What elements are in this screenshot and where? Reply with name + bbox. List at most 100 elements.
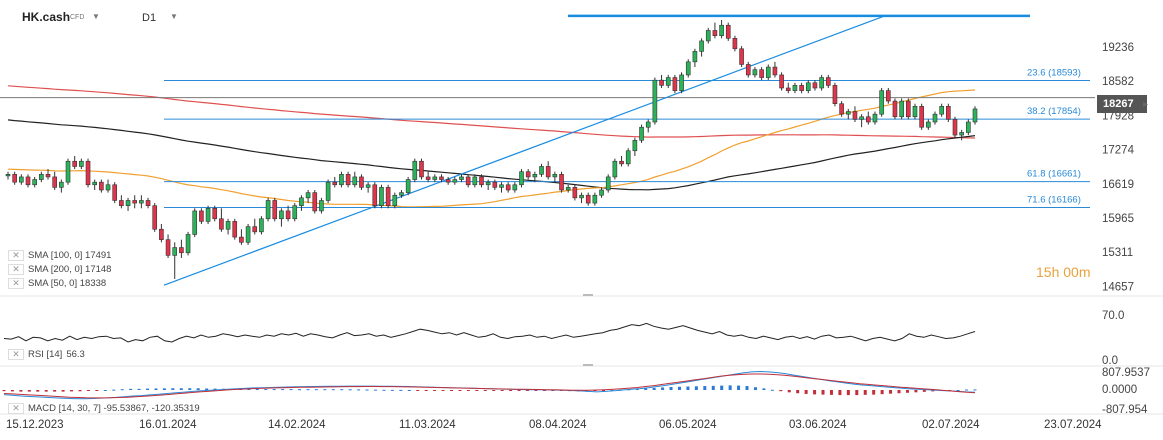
- candle-body: [345, 174, 351, 186]
- sma-100-legend[interactable]: ✕ SMA [100, 0] 17491: [8, 250, 111, 261]
- macd-histogram-bar: [863, 390, 867, 395]
- symbol-dropdown-caret-down-icon[interactable]: ▼: [92, 12, 100, 21]
- x-tick-label: 14.02.2024: [268, 419, 326, 431]
- x-tick-label: 03.06.2024: [789, 419, 847, 431]
- x-tick-label: 16.01.2024: [139, 419, 197, 431]
- candle-body: [719, 24, 724, 36]
- rsi-tick-label: 0.0: [1102, 355, 1118, 367]
- candle-body: [59, 181, 64, 188]
- sma-200-line: [7, 85, 976, 139]
- candle-body: [512, 184, 518, 191]
- resize-handle: [583, 294, 593, 296]
- rsi-legend[interactable]: ✕ RSI [14] 56.3: [8, 349, 85, 360]
- symbol-label[interactable]: HK.cash: [22, 10, 71, 24]
- sma-200-legend[interactable]: ✕ SMA [200, 0] 17148: [8, 264, 111, 275]
- candle-body: [185, 234, 191, 254]
- macd-histogram-bar: [205, 388, 209, 390]
- candle-body: [5, 174, 11, 177]
- macd-legend[interactable]: ✕ MACD [14, 30, 7] -95.53867, -120.35319: [8, 403, 200, 414]
- macd-histogram-bar: [813, 390, 817, 395]
- candle-body: [565, 187, 571, 191]
- timeframe-label[interactable]: D1: [142, 12, 157, 24]
- candle-body: [352, 176, 358, 186]
- macd-histogram-bar: [796, 390, 800, 394]
- macd-histogram-bar: [686, 386, 690, 390]
- macd-histogram-bar: [551, 390, 555, 391]
- candle-body: [952, 119, 958, 136]
- fib-level-label: 61.8 (16661): [1027, 169, 1081, 180]
- close-icon[interactable]: ✕: [8, 250, 24, 261]
- candle-body: [685, 61, 691, 76]
- candle-body: [152, 205, 158, 230]
- candle-body: [625, 150, 631, 165]
- macd-histogram-bar: [965, 389, 969, 391]
- fib-level-label: 71.6 (16166): [1027, 194, 1081, 205]
- candle-body: [365, 184, 371, 188]
- candle-body: [432, 176, 438, 180]
- x-tick-label: 23.07.2024: [1044, 419, 1102, 431]
- macd-histogram-bar: [914, 390, 918, 393]
- trend-line: [163, 15, 886, 286]
- candle-body: [572, 187, 578, 199]
- macd-histogram-bar: [846, 390, 850, 396]
- macd-histogram-bar: [255, 388, 259, 390]
- candle-body: [12, 174, 17, 183]
- macd-histogram-bar: [53, 390, 57, 392]
- candle-body: [172, 247, 178, 256]
- candle-body: [239, 236, 244, 243]
- candle-body: [99, 181, 104, 191]
- macd-tick-label: 0.0000: [1102, 384, 1137, 396]
- candle-body: [692, 51, 698, 63]
- candle-body: [119, 200, 124, 206]
- candle-body: [479, 176, 484, 186]
- bell-icon[interactable]: ▸: [1143, 99, 1149, 110]
- candle-body: [672, 77, 678, 91]
- macd-histogram-bar: [762, 388, 766, 390]
- candle-body: [212, 208, 218, 220]
- candle-body: [745, 64, 751, 76]
- macd-histogram-bar: [399, 389, 403, 391]
- macd-histogram-bar: [441, 390, 445, 391]
- candle-body: [959, 132, 964, 136]
- candle-body: [912, 106, 918, 118]
- candle-body: [219, 218, 224, 230]
- candle-body: [19, 176, 24, 183]
- resize-handle: [583, 364, 593, 366]
- macd-histogram-bar: [669, 386, 673, 390]
- candle-body: [465, 176, 471, 186]
- macd-histogram-bar: [314, 389, 318, 391]
- macd-histogram-bar: [382, 389, 386, 391]
- candle-body: [699, 40, 704, 52]
- macd-histogram-bar: [27, 390, 31, 392]
- macd-histogram-bar: [407, 390, 411, 391]
- close-icon[interactable]: ✕: [8, 349, 24, 360]
- macd-line: [3, 370, 976, 400]
- macd-histogram-bar: [298, 389, 302, 391]
- sma-50-legend[interactable]: ✕ SMA [50, 0] 18338: [8, 278, 106, 289]
- macd-histogram-bar: [728, 385, 732, 390]
- macd-histogram-bar: [525, 390, 529, 391]
- candle-body: [632, 140, 638, 152]
- close-icon[interactable]: ✕: [8, 264, 24, 275]
- candle-body: [652, 79, 658, 123]
- macd-histogram-bar: [475, 390, 479, 391]
- rsi-value: 56.3: [66, 349, 85, 360]
- candle-body: [85, 160, 91, 186]
- candle-body: [932, 113, 938, 123]
- macd-histogram-bar: [517, 390, 521, 391]
- macd-histogram-bar: [897, 390, 901, 394]
- close-icon[interactable]: ✕: [8, 278, 24, 289]
- macd-histogram-bar: [458, 390, 462, 391]
- timeframe-dropdown-caret-down-icon[interactable]: ▼: [170, 12, 178, 21]
- macd-histogram-bar: [146, 388, 150, 390]
- close-icon[interactable]: ✕: [8, 403, 24, 414]
- candle-body: [946, 106, 951, 120]
- macd-histogram-bar: [821, 390, 825, 395]
- y-tick-label: 14657: [1102, 281, 1134, 293]
- candle-body: [825, 77, 831, 86]
- macd-histogram-bar: [179, 388, 183, 390]
- x-tick-label: 11.03.2024: [399, 419, 456, 431]
- macd-histogram-bar: [95, 390, 99, 391]
- candle-body: [359, 176, 364, 188]
